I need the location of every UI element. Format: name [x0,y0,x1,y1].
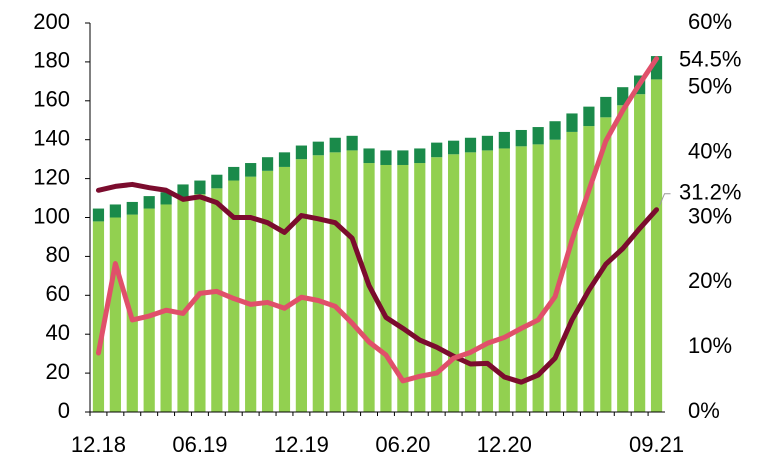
bar-segment [617,87,629,106]
bar-segment [650,56,663,80]
bar-segment [363,148,375,164]
bar-segment [464,152,477,412]
y2-tick-label: 20% [688,268,732,293]
x-tick-label: 12.18 [71,432,126,457]
bar-segment [295,159,307,412]
bar-segment [194,194,206,412]
bar-segment [143,196,155,209]
bar-segment [532,144,544,413]
annotation: 31.2% [679,180,741,205]
bar-segment [414,148,426,164]
y-tick-label: 60 [46,281,70,306]
bar-segment [329,137,341,153]
y-tick-label: 200 [33,9,70,34]
x-tick-label: 12.20 [477,432,532,457]
bar-segment [228,166,240,181]
bar-segment [566,113,578,132]
bar-segment [481,135,494,151]
bar-segment [431,157,443,412]
bar-segment [329,152,341,412]
bar-segment [312,155,324,412]
bar-segment [245,176,257,412]
bar-segment [448,140,460,155]
bar-segment [532,127,544,145]
y2-tick-label: 10% [688,333,732,358]
bar-segment [177,184,189,199]
bar-segment [448,154,460,412]
bar-segment [617,105,629,412]
bar-segment [278,152,291,167]
bar-segment [194,180,206,195]
bar-segment [583,106,595,127]
bar-segment [245,163,257,177]
y2-tick-label: 0% [688,398,720,423]
bar-segment [380,150,392,165]
bar-segment [549,139,561,412]
bar-segment [634,94,646,412]
y2-tick-label: 30% [688,203,732,228]
y-tick-label: 40 [46,320,70,345]
bar-segment [566,131,578,413]
bar-segment [346,150,358,412]
y-tick-label: 180 [33,48,70,73]
bar-segment [515,129,527,147]
bar-segment [143,208,155,412]
line [95,181,660,385]
bar-segment [261,157,274,171]
bar-segment [583,126,595,413]
bar-segment [92,208,105,222]
bar-segment [498,148,510,412]
x-tick-label: 06.19 [172,432,227,457]
bar-segment [177,198,189,412]
bar-segment [261,170,274,412]
x-tick-label: 12.19 [274,432,329,457]
bar-segment [211,188,223,412]
y-tick-label: 20 [46,359,70,384]
bar-segment [278,166,291,412]
y-tick-label: 100 [33,203,70,228]
bar-segment [109,204,121,218]
y-tick-label: 120 [33,164,70,189]
bar-segment [549,121,561,140]
annotation-leader [659,193,671,206]
bar-segment [92,221,105,412]
bar-segment [481,150,494,412]
line [95,56,660,384]
y-tick-label: 160 [33,87,70,112]
y-tick-label: 140 [33,126,70,151]
y2-tick-label: 40% [688,138,732,163]
bar-segment [650,79,663,412]
bar-segment [295,145,307,160]
bar-segment [515,146,527,413]
bar-segment [464,137,477,153]
bar-segment [380,164,392,412]
bar-segment [109,217,121,412]
bar-segment [160,192,172,205]
bar-segment [126,201,138,215]
bar-segment [312,141,324,156]
x-tick-label: 09.21 [629,432,684,457]
y2-tick-label: 60% [688,9,732,34]
bar-segment [397,164,409,412]
bar-segment [346,135,358,151]
y-tick-label: 0 [58,398,70,423]
bar-segment [498,131,510,149]
y2-tick-label: 50% [688,74,732,99]
annotation: 54.5% [679,46,741,71]
bar-segment [600,96,612,118]
bar-segment [414,163,426,412]
x-tick-label: 06.20 [375,432,430,457]
bar-segment [397,150,409,165]
bar-segment [431,142,443,158]
bar-segment [211,174,223,189]
y-tick-label: 80 [46,242,70,267]
